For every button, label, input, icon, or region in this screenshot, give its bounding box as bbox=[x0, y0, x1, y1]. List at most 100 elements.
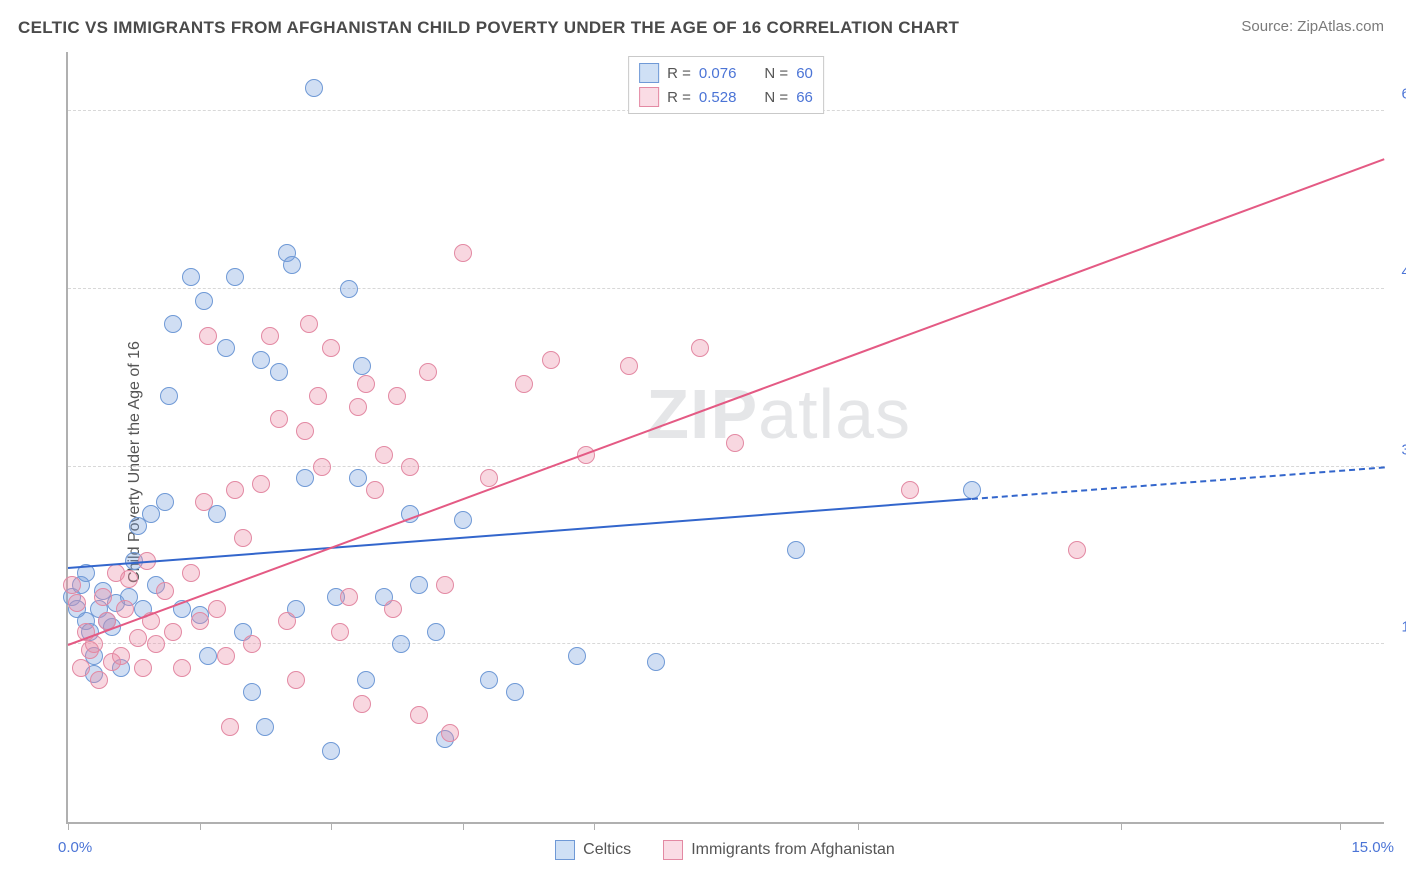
data-point bbox=[182, 268, 200, 286]
data-point bbox=[116, 600, 134, 618]
x-tick bbox=[200, 822, 201, 830]
data-point bbox=[173, 659, 191, 677]
data-point bbox=[401, 458, 419, 476]
data-point bbox=[454, 244, 472, 262]
legend-label-afghan: Immigrants from Afghanistan bbox=[691, 841, 895, 859]
trend-line bbox=[972, 467, 1384, 501]
data-point bbox=[568, 647, 586, 665]
data-point bbox=[90, 671, 108, 689]
gridline bbox=[68, 643, 1384, 644]
data-point bbox=[221, 718, 239, 736]
data-point bbox=[164, 623, 182, 641]
watermark-atlas: atlas bbox=[758, 375, 911, 453]
data-point bbox=[322, 339, 340, 357]
data-point bbox=[182, 564, 200, 582]
data-point bbox=[226, 268, 244, 286]
data-point bbox=[480, 469, 498, 487]
data-point bbox=[340, 588, 358, 606]
data-point bbox=[72, 659, 90, 677]
data-point bbox=[217, 647, 235, 665]
legend-item-afghan: Immigrants from Afghanistan bbox=[663, 840, 895, 860]
data-point bbox=[410, 706, 428, 724]
legend-n-label: N = bbox=[764, 89, 788, 106]
y-tick-label: 45.0% bbox=[1389, 263, 1406, 280]
data-point bbox=[270, 363, 288, 381]
data-point bbox=[243, 635, 261, 653]
chart-title: CELTIC VS IMMIGRANTS FROM AFGHANISTAN CH… bbox=[18, 18, 959, 38]
x-tick bbox=[594, 822, 595, 830]
y-tick-label: 60.0% bbox=[1389, 86, 1406, 103]
data-point bbox=[1068, 541, 1086, 559]
plot-area: ZIPatlas R = 0.076 N = 60 R = 0.528 N = … bbox=[66, 52, 1384, 824]
data-point bbox=[252, 475, 270, 493]
data-point bbox=[120, 570, 138, 588]
data-point bbox=[94, 588, 112, 606]
data-point bbox=[506, 683, 524, 701]
data-point bbox=[542, 351, 560, 369]
data-point bbox=[620, 357, 638, 375]
data-point bbox=[199, 647, 217, 665]
legend-stats: R = 0.076 N = 60 R = 0.528 N = 66 bbox=[628, 56, 824, 114]
source-link[interactable]: ZipAtlas.com bbox=[1297, 18, 1384, 35]
data-point bbox=[436, 576, 454, 594]
data-point bbox=[441, 724, 459, 742]
legend-swatch-celtics-icon bbox=[555, 840, 575, 860]
data-point bbox=[129, 629, 147, 647]
data-point bbox=[309, 387, 327, 405]
data-point bbox=[322, 742, 340, 760]
gridline bbox=[68, 288, 1384, 289]
y-tick-label: 30.0% bbox=[1389, 441, 1406, 458]
source-prefix: Source: bbox=[1241, 18, 1297, 35]
legend-r-label: R = bbox=[667, 65, 691, 82]
data-point bbox=[195, 493, 213, 511]
data-point bbox=[392, 635, 410, 653]
data-point bbox=[296, 422, 314, 440]
data-point bbox=[68, 594, 86, 612]
legend-r-value-celtics: 0.076 bbox=[699, 65, 737, 82]
x-tick bbox=[1121, 822, 1122, 830]
legend-row-celtics: R = 0.076 N = 60 bbox=[639, 61, 813, 85]
data-point bbox=[349, 469, 367, 487]
data-point bbox=[261, 327, 279, 345]
x-tick bbox=[68, 822, 69, 830]
legend-r-value-afghan: 0.528 bbox=[699, 89, 737, 106]
legend-row-afghan: R = 0.528 N = 66 bbox=[639, 85, 813, 109]
data-point bbox=[480, 671, 498, 689]
data-point bbox=[160, 387, 178, 405]
watermark: ZIPatlas bbox=[646, 374, 911, 454]
data-point bbox=[134, 659, 152, 677]
legend-r-label: R = bbox=[667, 89, 691, 106]
legend-swatch-celtics bbox=[639, 63, 659, 83]
data-point bbox=[199, 327, 217, 345]
data-point bbox=[726, 434, 744, 452]
data-point bbox=[270, 410, 288, 428]
data-point bbox=[243, 683, 261, 701]
x-tick bbox=[463, 822, 464, 830]
data-point bbox=[366, 481, 384, 499]
data-point bbox=[252, 351, 270, 369]
data-point bbox=[427, 623, 445, 641]
legend-swatch-afghan bbox=[639, 87, 659, 107]
data-point bbox=[300, 315, 318, 333]
gridline bbox=[68, 466, 1384, 467]
trend-line bbox=[68, 159, 1385, 647]
data-point bbox=[147, 635, 165, 653]
chart-container: Child Poverty Under the Age of 16 ZIPatl… bbox=[18, 52, 1384, 872]
data-point bbox=[419, 363, 437, 381]
data-point bbox=[296, 469, 314, 487]
data-point bbox=[195, 292, 213, 310]
legend-n-value-celtics: 60 bbox=[796, 65, 813, 82]
data-point bbox=[217, 339, 235, 357]
data-point bbox=[256, 718, 274, 736]
data-point bbox=[357, 375, 375, 393]
data-point bbox=[384, 600, 402, 618]
data-point bbox=[63, 576, 81, 594]
legend-swatch-afghan-icon bbox=[663, 840, 683, 860]
data-point bbox=[353, 695, 371, 713]
data-point bbox=[454, 511, 472, 529]
data-point bbox=[191, 612, 209, 630]
y-tick-label: 15.0% bbox=[1389, 619, 1406, 636]
data-point bbox=[331, 623, 349, 641]
x-tick bbox=[331, 822, 332, 830]
data-point bbox=[313, 458, 331, 476]
